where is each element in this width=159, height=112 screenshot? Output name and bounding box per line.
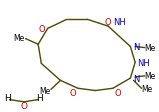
Text: Me: Me	[145, 72, 156, 81]
Text: O: O	[114, 88, 121, 97]
Text: Me: Me	[145, 44, 156, 53]
Text: Me: Me	[39, 86, 50, 95]
Text: H: H	[5, 93, 11, 102]
Text: O: O	[20, 101, 27, 110]
Text: H: H	[36, 93, 43, 102]
Text: N: N	[134, 43, 140, 52]
Text: O: O	[38, 25, 45, 34]
Text: NH: NH	[113, 18, 126, 27]
Text: NH: NH	[137, 58, 149, 67]
Text: Me: Me	[142, 84, 153, 93]
Text: N: N	[134, 74, 140, 83]
Text: O: O	[105, 18, 111, 27]
Text: O: O	[70, 88, 76, 97]
Text: Me: Me	[14, 34, 25, 43]
